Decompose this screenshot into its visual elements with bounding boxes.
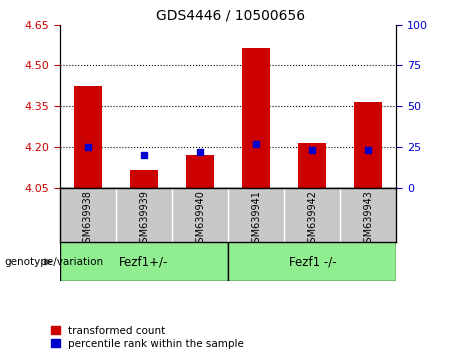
Text: GSM639940: GSM639940 [195, 190, 205, 249]
Text: GSM639941: GSM639941 [251, 190, 261, 249]
Text: genotype/variation: genotype/variation [5, 257, 104, 267]
Bar [298, 143, 326, 188]
Bar [186, 155, 214, 188]
Bar [60, 242, 228, 281]
Text: Fezf1+/-: Fezf1+/- [119, 256, 169, 268]
Text: GSM639942: GSM639942 [307, 190, 317, 249]
Bar [130, 170, 158, 188]
Text: GSM639938: GSM639938 [83, 190, 93, 249]
Text: GSM639939: GSM639939 [139, 190, 149, 249]
Text: GSM639943: GSM639943 [363, 190, 373, 249]
Bar [242, 48, 270, 188]
Bar [355, 102, 383, 188]
Bar [74, 86, 102, 188]
Text: Fezf1 -/-: Fezf1 -/- [289, 256, 336, 268]
Text: GDS4446 / 10500656: GDS4446 / 10500656 [156, 9, 305, 23]
Legend: transformed count, percentile rank within the sample: transformed count, percentile rank withi… [51, 326, 244, 349]
Bar [228, 242, 396, 281]
